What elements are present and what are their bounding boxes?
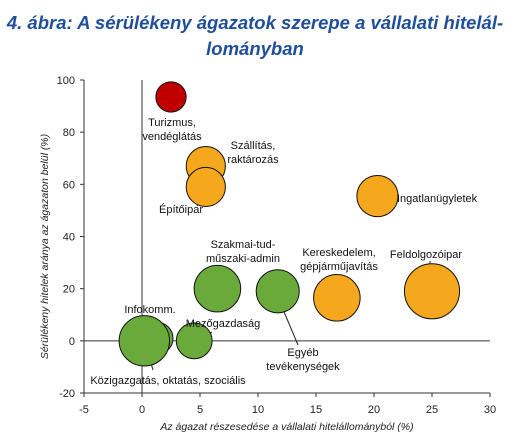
x-tick-label: -5 (79, 404, 89, 416)
point-label: Szakmai-tud-műszaki-admin (206, 239, 280, 265)
point-label: Egyéb tevékenységek (266, 347, 340, 373)
x-tick-label: 30 (484, 404, 496, 416)
point-label-line: vendéglátás (142, 131, 202, 143)
point-label-line: gépjárműjavítás (300, 261, 378, 273)
x-tick-label: 25 (426, 404, 438, 416)
point-label-line: Szakmai-tud- (211, 239, 276, 251)
y-tick-label: 80 (63, 127, 75, 139)
point-label-line: Közigazgatás, oktatás, szociális (90, 375, 246, 387)
x-axis-label: Az ágazat részesedése a vállalati hitelá… (159, 421, 413, 433)
data-point (185, 166, 226, 208)
point-label-line: Turizmus, (148, 117, 196, 129)
y-axis-label: Sérülékeny hitelek aránya az ágazaton be… (39, 134, 51, 359)
chart-title-line-2: lományban (206, 38, 304, 59)
y-tick-label: 60 (63, 179, 75, 191)
point-label: Kereskedelem, gépjárműjavítás (300, 247, 378, 273)
data-point (255, 269, 300, 314)
y-tick-label: -20 (59, 388, 75, 400)
chart-title: 4. ábra: A sérülékeny ágazatok szerepe a… (0, 10, 510, 62)
data-points (118, 81, 461, 367)
x-tick-label: 15 (310, 404, 322, 416)
point-label: Infokomm. (124, 304, 175, 316)
point-label-line: Ingatlanügyletek (397, 193, 478, 205)
y-tick-label: 20 (63, 284, 75, 296)
x-tick-label: 0 (139, 404, 145, 416)
y-tick-label: 0 (69, 336, 75, 348)
y-tick-label: 40 (63, 232, 75, 244)
point-label-line: Mezőgazdaság (186, 318, 261, 330)
point-label-line: műszaki-admin (206, 253, 280, 265)
x-tick-label: 10 (252, 404, 264, 416)
point-labels: Turizmus, vendéglátás Szállítás, raktározás… (90, 117, 477, 387)
data-point (193, 264, 242, 313)
point-label-line: raktározás (227, 154, 279, 166)
data-point (356, 174, 399, 218)
point-label: Mezőgazdaság (186, 318, 261, 330)
point-label: Turizmus, vendéglátás (142, 117, 202, 143)
point-label-line: Feldolgozóipar (390, 249, 462, 261)
data-point (403, 263, 461, 320)
point-label: Ingatlanügyletek (397, 193, 478, 205)
point-label: Közigazgatás, oktatás, szociális (90, 375, 246, 387)
point-label-line: Építőipar (159, 203, 203, 216)
data-point (155, 81, 187, 113)
chart-title-line-1: 4. ábra: A sérülékeny ágazatok szerepe a… (6, 12, 504, 33)
y-tick-label: 100 (57, 75, 75, 87)
point-label-line: Szállítás, (231, 140, 276, 152)
data-point (313, 274, 361, 322)
x-tick-label: 20 (368, 404, 380, 416)
data-point (175, 322, 213, 360)
point-label: Szállítás, raktározás (227, 140, 279, 166)
point-label: Építőipar (159, 203, 203, 216)
point-label-line: Egyéb (287, 347, 318, 359)
point-label-line: Kereskedelem, (302, 247, 375, 259)
point-label-line: tevékenységek (266, 361, 340, 373)
data-point (118, 315, 171, 367)
point-label-line: Infokomm. (124, 304, 175, 316)
point-label: Feldolgozóipar (390, 249, 462, 261)
x-tick-label: 5 (197, 404, 203, 416)
